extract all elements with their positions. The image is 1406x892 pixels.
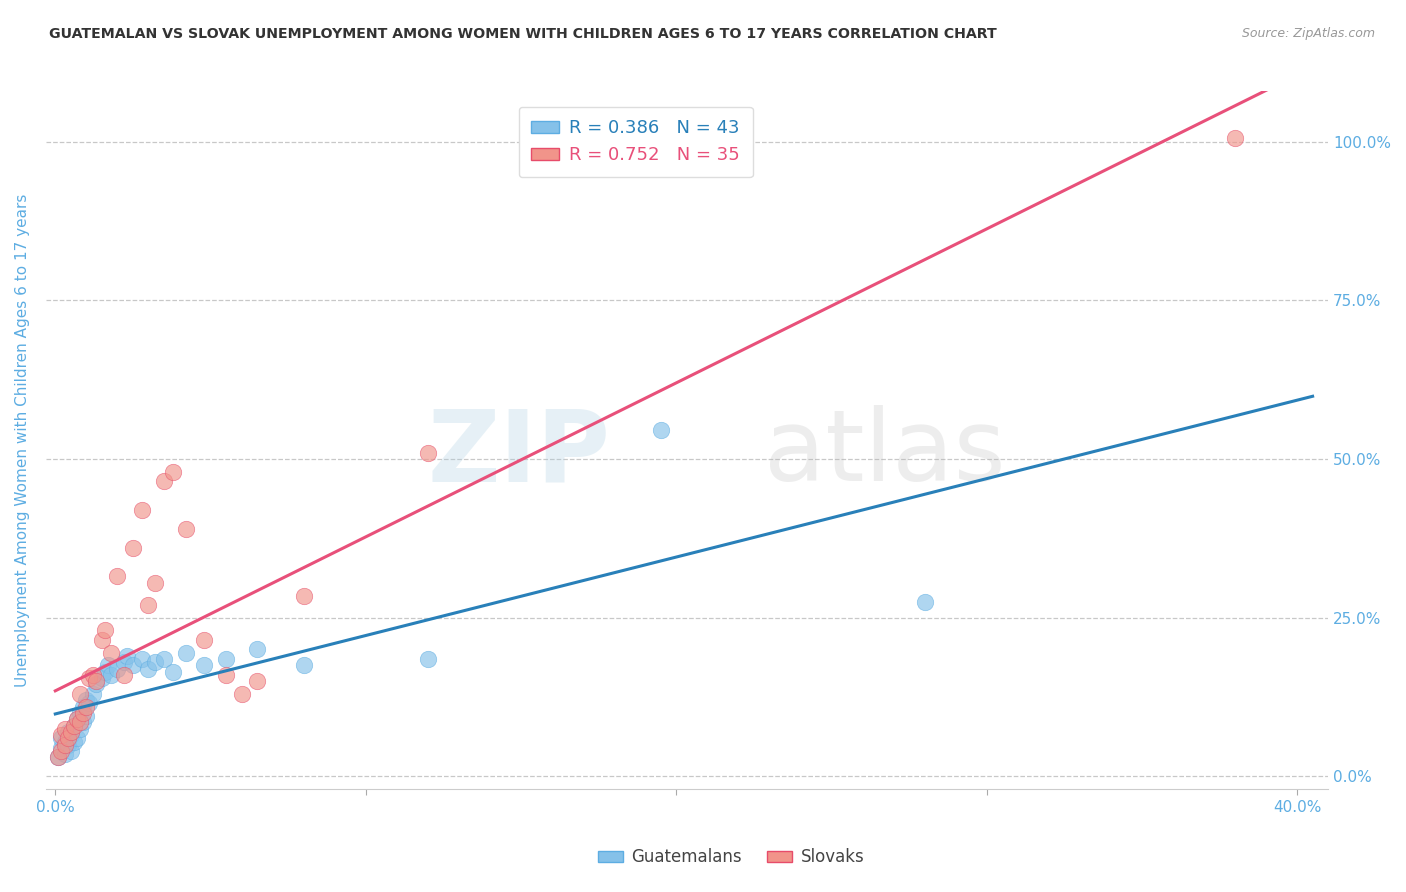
Point <box>138 661 160 675</box>
Legend: Guatemalans, Slovaks: Guatemalans, Slovaks <box>592 842 870 873</box>
Point <box>56 731 79 746</box>
Text: GUATEMALAN VS SLOVAK UNEMPLOYMENT AMONG WOMEN WITH CHILDREN AGES 6 TO 17 YEARS C: GUATEMALAN VS SLOVAK UNEMPLOYMENT AMONG … <box>49 27 997 41</box>
Point <box>122 541 145 555</box>
Point <box>143 575 166 590</box>
Point <box>215 668 238 682</box>
Point <box>48 750 70 764</box>
Point <box>59 725 82 739</box>
Point <box>72 706 94 720</box>
Point <box>115 648 138 663</box>
Point <box>56 725 79 739</box>
Point <box>69 687 91 701</box>
Point <box>162 665 184 679</box>
Point <box>53 747 76 762</box>
Text: Source: ZipAtlas.com: Source: ZipAtlas.com <box>1241 27 1375 40</box>
Point <box>292 589 315 603</box>
Point <box>69 706 91 720</box>
Point <box>138 598 160 612</box>
Point <box>75 709 97 723</box>
Point <box>112 655 135 669</box>
Y-axis label: Unemployment Among Women with Children Ages 6 to 17 years: Unemployment Among Women with Children A… <box>15 194 30 687</box>
Point <box>66 731 89 746</box>
Point <box>75 699 97 714</box>
Point <box>69 722 91 736</box>
Text: ZIP: ZIP <box>427 406 610 502</box>
Point <box>131 652 153 666</box>
Legend: R = 0.386   N = 43, R = 0.752   N = 35: R = 0.386 N = 43, R = 0.752 N = 35 <box>519 107 752 178</box>
Point <box>94 624 117 638</box>
Point <box>174 646 197 660</box>
Point <box>416 652 439 666</box>
Point <box>215 652 238 666</box>
Point <box>56 738 79 752</box>
Point <box>174 522 197 536</box>
Point <box>72 715 94 730</box>
Point <box>90 671 112 685</box>
Point <box>53 738 76 752</box>
Point <box>48 750 70 764</box>
Point <box>51 744 73 758</box>
Point <box>914 595 936 609</box>
Point <box>75 693 97 707</box>
Point <box>90 632 112 647</box>
Point <box>650 424 672 438</box>
Point <box>131 503 153 517</box>
Point <box>69 715 91 730</box>
Point <box>100 646 122 660</box>
Point <box>51 740 73 755</box>
Point <box>105 661 128 675</box>
Point <box>59 744 82 758</box>
Point <box>63 719 86 733</box>
Point <box>193 632 215 647</box>
Point <box>1223 131 1246 145</box>
Point <box>53 722 76 736</box>
Point <box>416 445 439 459</box>
Point <box>66 712 89 726</box>
Point <box>105 569 128 583</box>
Point <box>84 674 107 689</box>
Point <box>51 731 73 746</box>
Point <box>97 658 120 673</box>
Point <box>79 697 101 711</box>
Point <box>63 734 86 748</box>
Point <box>72 699 94 714</box>
Text: atlas: atlas <box>763 406 1005 502</box>
Point <box>122 658 145 673</box>
Point <box>82 687 104 701</box>
Point <box>59 728 82 742</box>
Point <box>51 728 73 742</box>
Point <box>53 734 76 748</box>
Point <box>84 677 107 691</box>
Point <box>94 665 117 679</box>
Point <box>246 642 269 657</box>
Point <box>193 658 215 673</box>
Point <box>100 668 122 682</box>
Point <box>246 674 269 689</box>
Point <box>292 658 315 673</box>
Point <box>162 465 184 479</box>
Point <box>143 655 166 669</box>
Point <box>231 687 253 701</box>
Point <box>79 671 101 685</box>
Point <box>63 719 86 733</box>
Point <box>82 668 104 682</box>
Point <box>153 475 176 489</box>
Point <box>112 668 135 682</box>
Point <box>153 652 176 666</box>
Point <box>66 712 89 726</box>
